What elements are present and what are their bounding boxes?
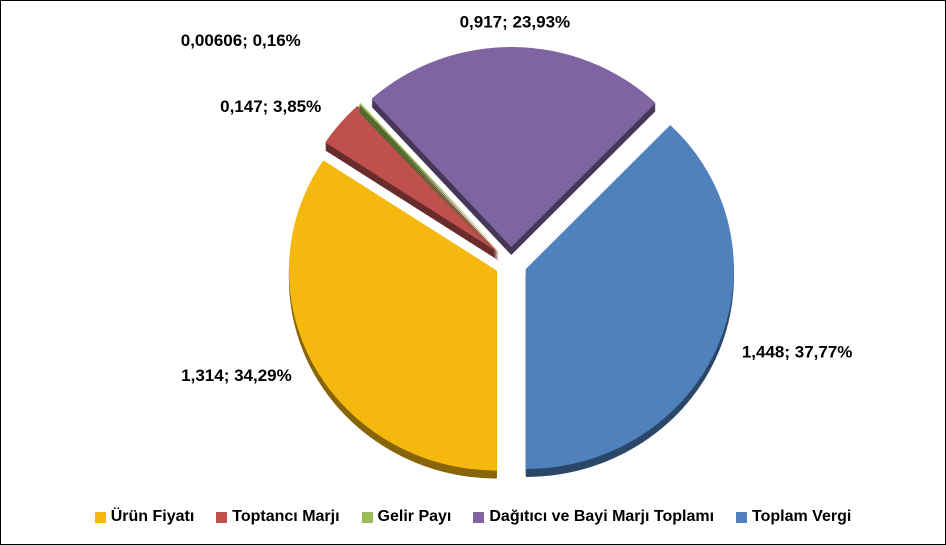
- slice: [325, 105, 499, 253]
- slice: [371, 47, 656, 248]
- legend-label: Toptancı Marjı: [232, 508, 340, 525]
- data-label: 0,00606; 0,16%: [181, 31, 301, 50]
- legend-swatch: [216, 511, 228, 523]
- legend-swatch: [361, 511, 373, 523]
- legend-label: Dağıtıcı ve Bayi Marjı Toplamı: [489, 508, 715, 525]
- slice: [288, 160, 497, 471]
- legend-label: Ürün Fiyatı: [110, 508, 195, 525]
- legend-item: Toplam Vergi: [736, 508, 851, 526]
- legend-swatch: [473, 511, 485, 523]
- legend-label: Toplam Vergi: [752, 508, 852, 525]
- legend-item: Gelir Payı: [361, 508, 452, 526]
- data-label: 0,147; 3,85%: [220, 97, 321, 116]
- slice-side: [359, 110, 501, 260]
- data-label: 1,448; 37,77%: [742, 342, 853, 361]
- slice-side: [359, 106, 501, 256]
- data-label: 0,917; 23,93%: [460, 13, 571, 32]
- slice-side: [359, 104, 501, 254]
- legend-swatch: [94, 511, 106, 523]
- slice-side: [359, 108, 501, 258]
- legend-label: Gelir Payı: [377, 508, 452, 525]
- pie-area: 1,314; 34,29% 0,147; 3,85% 0,00606; 0,16% 0…: [181, 13, 853, 479]
- legend-item: Ürün Fiyatı: [94, 508, 195, 526]
- slice: [525, 125, 734, 469]
- data-label: 1,314; 34,29%: [181, 366, 292, 385]
- legend-item: Dağıtıcı ve Bayi Marjı Toplamı: [473, 508, 714, 526]
- legend: Ürün Fiyatı Toptancı Marjı Gelir Payı Dağıt…: [1, 508, 945, 526]
- legend-swatch: [736, 511, 748, 523]
- legend-item: Toptancı Marjı: [216, 508, 340, 526]
- slice: [359, 102, 501, 252]
